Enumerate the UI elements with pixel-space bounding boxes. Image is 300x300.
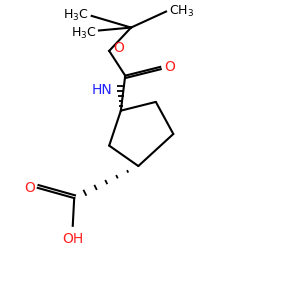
Text: O: O [165,60,176,74]
Text: O: O [114,41,124,55]
Text: OH: OH [62,232,83,246]
Text: H$_3$C: H$_3$C [70,26,96,41]
Text: O: O [24,181,35,195]
Text: CH$_3$: CH$_3$ [169,4,194,19]
Text: H$_3$C: H$_3$C [63,8,89,23]
Text: HN: HN [92,83,112,97]
